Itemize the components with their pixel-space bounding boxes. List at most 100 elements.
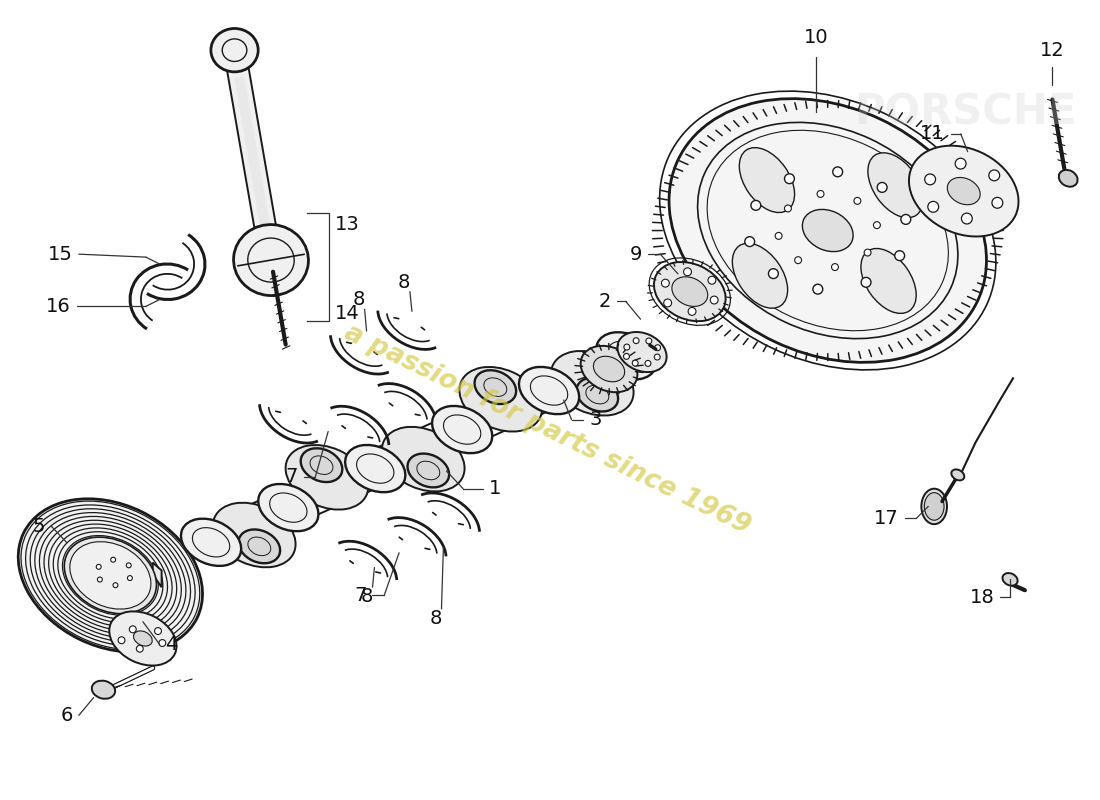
Ellipse shape	[1002, 573, 1018, 586]
Text: 12: 12	[1041, 41, 1065, 60]
Circle shape	[784, 174, 794, 184]
Text: 8: 8	[352, 290, 365, 310]
Ellipse shape	[69, 542, 151, 609]
Ellipse shape	[947, 178, 980, 205]
Circle shape	[654, 354, 660, 360]
Ellipse shape	[739, 148, 794, 213]
Ellipse shape	[669, 98, 987, 362]
Ellipse shape	[672, 277, 707, 306]
Circle shape	[955, 158, 966, 169]
Circle shape	[833, 167, 843, 177]
Ellipse shape	[91, 681, 116, 698]
Circle shape	[751, 201, 761, 210]
Circle shape	[813, 284, 823, 294]
Ellipse shape	[239, 530, 280, 563]
Ellipse shape	[345, 445, 406, 492]
Circle shape	[96, 564, 101, 570]
Ellipse shape	[233, 225, 308, 295]
Circle shape	[854, 198, 861, 204]
Ellipse shape	[300, 448, 342, 482]
Ellipse shape	[952, 470, 965, 480]
Text: 3: 3	[590, 410, 602, 430]
Text: 14: 14	[336, 304, 360, 322]
Ellipse shape	[432, 406, 493, 453]
Circle shape	[683, 268, 692, 276]
Circle shape	[624, 344, 630, 350]
Text: 2: 2	[598, 292, 611, 311]
Text: 1: 1	[488, 479, 502, 498]
Ellipse shape	[474, 370, 516, 404]
Circle shape	[689, 307, 696, 315]
Circle shape	[894, 250, 904, 261]
Circle shape	[794, 257, 802, 264]
Circle shape	[992, 198, 1003, 208]
Circle shape	[624, 354, 629, 359]
Ellipse shape	[19, 498, 202, 652]
Circle shape	[632, 360, 638, 366]
Circle shape	[708, 276, 716, 284]
Circle shape	[126, 563, 131, 568]
Text: 8: 8	[398, 273, 410, 292]
Circle shape	[130, 626, 136, 633]
Circle shape	[661, 279, 669, 287]
Circle shape	[745, 237, 755, 246]
Ellipse shape	[88, 551, 140, 594]
Text: 16: 16	[46, 297, 72, 316]
Ellipse shape	[133, 631, 152, 646]
Ellipse shape	[213, 502, 296, 567]
Ellipse shape	[868, 153, 923, 218]
Text: 5: 5	[33, 517, 45, 536]
Ellipse shape	[460, 367, 542, 431]
Text: 18: 18	[969, 587, 994, 606]
Text: 6: 6	[60, 706, 73, 725]
Circle shape	[961, 213, 972, 224]
Circle shape	[645, 361, 651, 366]
Text: 7: 7	[285, 467, 298, 486]
Circle shape	[877, 182, 887, 192]
Ellipse shape	[576, 378, 618, 411]
Circle shape	[817, 190, 824, 198]
Text: 4: 4	[166, 635, 178, 654]
Circle shape	[784, 205, 791, 212]
Ellipse shape	[802, 210, 854, 252]
Text: PORSCHE: PORSCHE	[855, 91, 1077, 134]
Ellipse shape	[407, 454, 449, 487]
Circle shape	[111, 558, 116, 562]
Circle shape	[873, 222, 880, 229]
Ellipse shape	[109, 611, 176, 666]
Circle shape	[136, 646, 143, 652]
Ellipse shape	[211, 29, 258, 72]
Circle shape	[118, 637, 125, 644]
Text: 13: 13	[336, 215, 360, 234]
Circle shape	[128, 576, 132, 581]
Circle shape	[158, 639, 166, 646]
Ellipse shape	[909, 146, 1019, 237]
Ellipse shape	[258, 484, 318, 531]
Circle shape	[154, 628, 162, 634]
Polygon shape	[153, 562, 162, 587]
Circle shape	[634, 338, 639, 344]
Text: a passion for parts since 1969: a passion for parts since 1969	[340, 319, 755, 539]
Text: 7: 7	[354, 586, 366, 605]
Circle shape	[865, 249, 871, 256]
Text: 17: 17	[874, 509, 899, 528]
Circle shape	[654, 345, 661, 350]
Circle shape	[776, 233, 782, 239]
Ellipse shape	[922, 489, 947, 524]
Text: 10: 10	[804, 28, 828, 47]
Circle shape	[711, 296, 718, 304]
Ellipse shape	[617, 332, 667, 372]
Circle shape	[861, 278, 871, 287]
Polygon shape	[224, 48, 282, 262]
Ellipse shape	[861, 249, 916, 314]
Circle shape	[989, 170, 1000, 181]
Ellipse shape	[653, 262, 726, 322]
Ellipse shape	[182, 518, 241, 566]
Circle shape	[927, 202, 938, 212]
Ellipse shape	[924, 493, 944, 520]
Polygon shape	[234, 77, 271, 234]
Circle shape	[832, 264, 838, 270]
Circle shape	[663, 299, 672, 307]
Circle shape	[98, 577, 102, 582]
Circle shape	[769, 269, 779, 278]
